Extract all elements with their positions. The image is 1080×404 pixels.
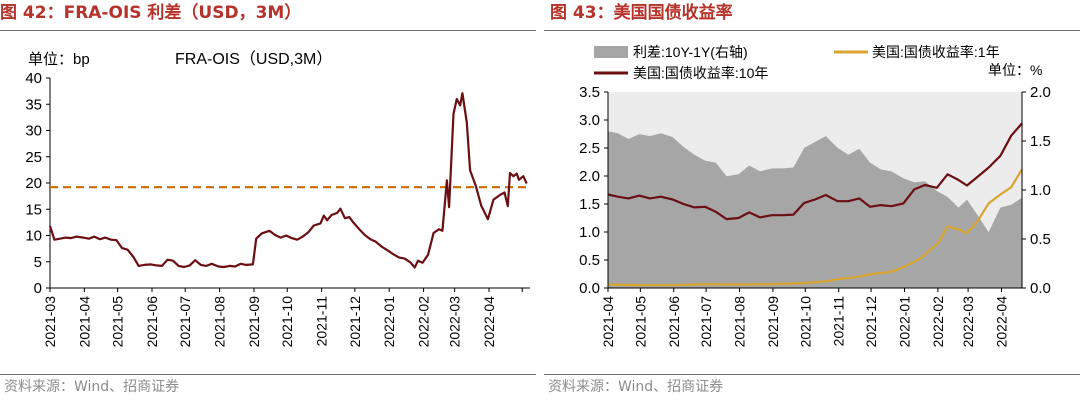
x-tick-label: 2021-07 bbox=[698, 296, 714, 348]
x-tick-label: 2022-04 bbox=[481, 296, 497, 348]
right-y-tick-label: 1.5 bbox=[1030, 133, 1051, 150]
x-tick-label: 2021-11 bbox=[831, 296, 847, 347]
x-tick-label: 2021-07 bbox=[177, 296, 193, 348]
y-tick-label: 35 bbox=[25, 96, 42, 113]
legend-spread-swatch bbox=[594, 46, 628, 58]
x-tick-label: 2022-02 bbox=[930, 296, 946, 348]
yield-1y-line bbox=[607, 168, 1023, 287]
title-divider bbox=[0, 30, 536, 31]
y-tick-label: 10 bbox=[25, 228, 42, 245]
bottom-divider bbox=[544, 374, 1080, 375]
left-y-tick-label: 3.0 bbox=[579, 112, 600, 129]
y-tick-label: 5 bbox=[34, 254, 42, 271]
left-y-tick-label: 0.0 bbox=[579, 280, 600, 297]
source-note: 资料来源：Wind、招商证券 bbox=[548, 379, 724, 395]
right-y-tick-label: 2.0 bbox=[1030, 84, 1051, 101]
source-note: 资料来源：Wind、招商证券 bbox=[4, 379, 180, 395]
x-tick-label: 2021-05 bbox=[632, 296, 648, 348]
x-tick-label: 2022-03 bbox=[447, 296, 463, 348]
left-y-tick-label: 0.5 bbox=[579, 252, 600, 269]
y-tick-label: 25 bbox=[25, 149, 42, 166]
x-tick-label: 2022-02 bbox=[416, 296, 432, 348]
y-tick-label: 20 bbox=[25, 175, 42, 192]
unit-label: 单位：bp bbox=[28, 51, 90, 68]
x-tick-label: 2022-01 bbox=[381, 296, 397, 348]
left-y-tick-label: 2.5 bbox=[579, 140, 600, 157]
legend-10y-label: 美国:国债收益率:10年 bbox=[633, 65, 768, 81]
figure-43-title: 图 43：美国国债收益率 bbox=[550, 3, 733, 23]
x-tick-label: 2021-09 bbox=[246, 296, 262, 348]
x-tick-label: 2021-10 bbox=[797, 296, 813, 348]
x-tick-label: 2021-08 bbox=[212, 296, 228, 348]
x-tick-label: 2022-04 bbox=[994, 296, 1010, 348]
fra-ois-series-line bbox=[48, 92, 528, 269]
figure-43-panel: 图 43：美国国债收益率 0.0 0.5 1.0 1.5 2.0 2.5 3.0 3.5 0.0… bbox=[544, 0, 1080, 404]
fra-ois-line-chart: 0 5 10 15 20 25 30 35 40 2021-03 2021-04 2021-05 202… bbox=[25, 50, 530, 348]
x-tick-label: 2021-04 bbox=[76, 296, 92, 348]
y-tick-label: 30 bbox=[25, 123, 42, 140]
figure-42-title: 图 42：FRA-OIS 利差（USD，3M） bbox=[0, 3, 302, 23]
legend-spread-label: 利差:10Y-1Y(右轴) bbox=[633, 44, 748, 60]
x-tick-label: 2021-05 bbox=[110, 296, 126, 348]
figure-42-panel: 图 42：FRA-OIS 利差（USD，3M） 0 5 10 15 20 25 30 35 40… bbox=[0, 3, 536, 395]
y-tick-label: 0 bbox=[34, 280, 42, 297]
y-tick-label: 15 bbox=[25, 201, 42, 218]
left-y-tick-label: 1.5 bbox=[579, 196, 600, 213]
left-y-tick-label: 1.0 bbox=[579, 224, 600, 241]
x-tick-label: 2021-11 bbox=[314, 296, 330, 347]
bottom-divider bbox=[0, 374, 536, 375]
x-tick-label: 2021-08 bbox=[732, 296, 748, 348]
x-tick-label: 2021-06 bbox=[666, 296, 682, 348]
left-y-tick-label: 3.5 bbox=[579, 84, 600, 101]
right-y-tick-label: 0.0 bbox=[1030, 280, 1051, 297]
right-y-tick-label: 0.5 bbox=[1030, 231, 1051, 248]
chart-title: FRA-OIS（USD,3M） bbox=[175, 50, 332, 68]
x-tick-label: 2021-10 bbox=[279, 296, 295, 348]
title-divider bbox=[544, 30, 1080, 31]
right-y-tick-label: 1.0 bbox=[1030, 182, 1051, 199]
unit-label: 单位：% bbox=[988, 62, 1042, 78]
x-tick-label: 2022-01 bbox=[896, 296, 912, 348]
y-tick-label: 40 bbox=[25, 70, 42, 87]
yield-10y-line bbox=[607, 122, 1023, 221]
us-treasury-yield-chart: 0.0 0.5 1.0 1.5 2.0 2.5 3.0 3.5 0.0 0.5 1.0 1.5 2.0 2… bbox=[579, 44, 1051, 348]
x-tick-label: 2021-06 bbox=[144, 296, 160, 348]
x-tick-label: 2022-03 bbox=[960, 296, 976, 348]
x-tick-label: 2021-09 bbox=[765, 296, 781, 348]
left-y-tick-label: 2.0 bbox=[579, 168, 600, 185]
spread-area bbox=[608, 131, 1022, 288]
x-tick-label: 2021-04 bbox=[600, 296, 616, 348]
x-tick-label: 2021-03 bbox=[42, 296, 58, 348]
legend-1y-label: 美国:国债收益率:1年 bbox=[872, 44, 1000, 60]
x-tick-label: 2021-12 bbox=[347, 296, 363, 348]
x-tick-label: 2021-12 bbox=[863, 296, 879, 348]
